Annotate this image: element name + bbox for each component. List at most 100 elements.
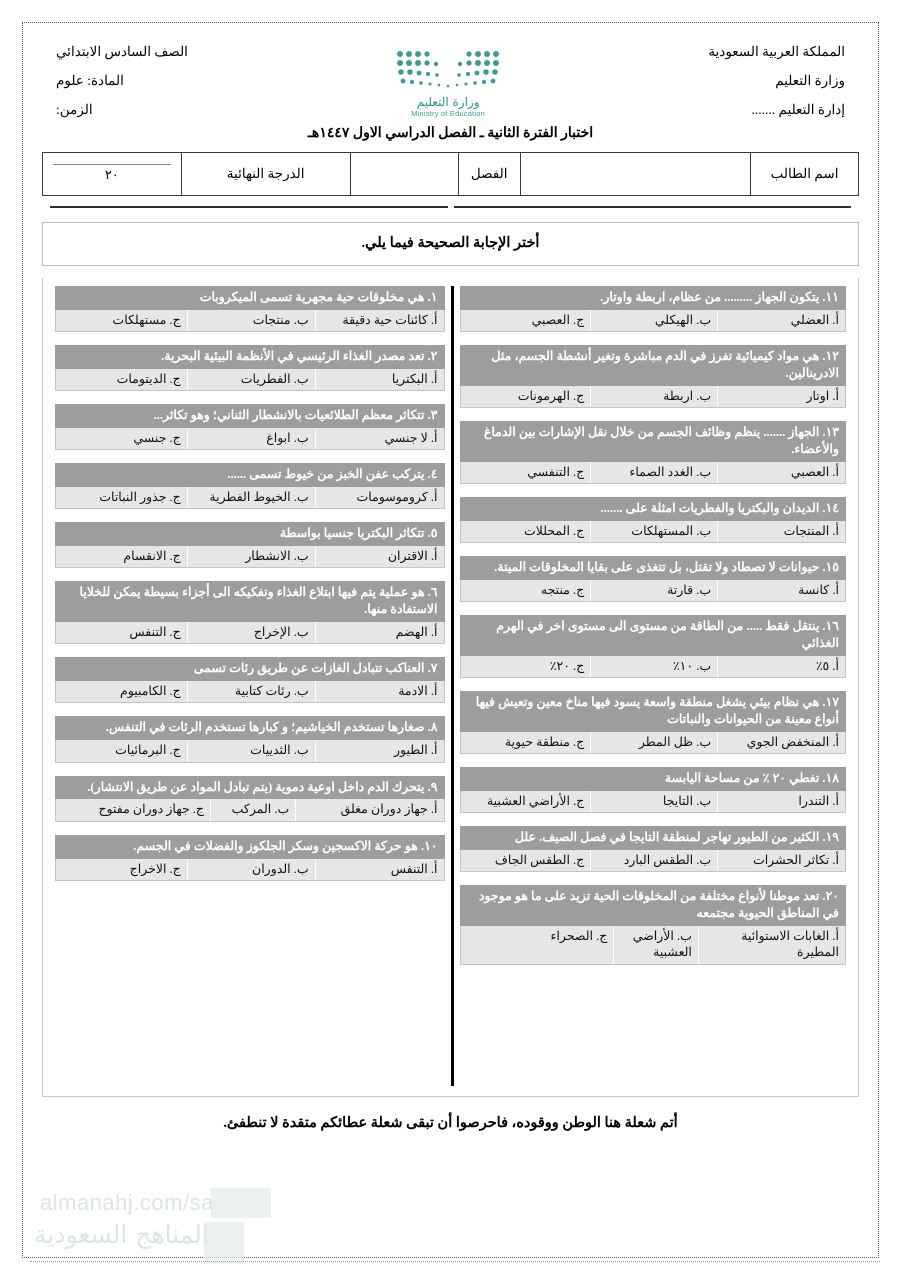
option-c[interactable]: ج. الأراضي العشبية: [460, 790, 592, 813]
option-b[interactable]: ب. رئات كتابية: [187, 681, 316, 703]
option-a[interactable]: أ. اوتار: [718, 385, 845, 407]
option-row: أ. اوتار ب. اربطة ج. الهرمونات: [459, 385, 846, 408]
option-b[interactable]: ب. التايجا: [591, 790, 719, 813]
option-a[interactable]: أ. تكاثر الحشرات: [718, 850, 845, 872]
option-a[interactable]: أ. التنفس: [315, 858, 444, 880]
ministry-of-education-logo: وزارة التعليم Ministry of Education: [383, 44, 513, 118]
question-stem: ٧. العناكب تتبادل الغازات عن طريق رئات ت…: [55, 657, 445, 682]
question-stem: ٢٠. تعد موطنا لأنواع مختلفة من المخلوقات…: [459, 885, 846, 926]
watermark-dash-line: [30, 1261, 880, 1262]
option-a[interactable]: أ. لا جنسي: [315, 427, 444, 449]
option-a[interactable]: أ. الطيور: [315, 740, 444, 762]
option-b[interactable]: ب. الدوران: [187, 858, 316, 880]
option-a[interactable]: أ. ٥٪: [718, 655, 845, 677]
option-c[interactable]: ج. العصبي: [460, 309, 592, 331]
option-a[interactable]: أ. كانسة: [718, 579, 845, 601]
question-stem: ٩. يتحرك الدم داخل اوعية دموية (يتم تباد…: [55, 775, 445, 800]
question-block: ٩. يتحرك الدم داخل اوعية دموية (يتم تباد…: [55, 775, 445, 822]
option-a[interactable]: أ. كائنات حية دقيقة: [315, 309, 444, 331]
option-a[interactable]: أ. العضلي: [718, 309, 845, 331]
student-name-field[interactable]: [519, 151, 752, 196]
option-c[interactable]: ج. منتجه: [460, 579, 592, 601]
question-stem: ٣. تتكاثر معظم الطلائعيات بالانشطار الثن…: [55, 403, 445, 428]
final-grade-cell: ٢٠: [42, 151, 182, 196]
class-label: الفصل: [457, 151, 521, 196]
question-stem: ١. هي مخلوقات حية مجهرية تسمى الميكروبات: [55, 285, 445, 310]
option-c[interactable]: ج. الطقس الجاف: [460, 850, 592, 872]
question-stem: ٢. تعد مصدر الغذاء الرئيسي في الأنظمة ال…: [55, 344, 445, 369]
option-c[interactable]: ج. جنسي: [56, 427, 188, 449]
option-c[interactable]: ج. الديتومات: [56, 368, 188, 390]
option-b[interactable]: ب. منتجات: [187, 309, 316, 331]
final-grade-value: ٢٠: [53, 164, 171, 183]
option-b[interactable]: ب. الخيوط الفطرية: [187, 486, 316, 509]
option-a[interactable]: أ. الهضم: [315, 622, 444, 644]
instruction-text: أختر الإجابة الصحيحة فيما يلي.: [361, 235, 540, 252]
option-b[interactable]: ب. ١٠٪: [591, 655, 719, 677]
question-stem: ١٧. هي نظام بيئي يشغل منطقة واسعة يسود ف…: [459, 691, 846, 732]
kingdom-line: المملكة العربية السعودية: [708, 44, 845, 59]
option-c[interactable]: ج. جهاز دوران مفتوح: [56, 799, 211, 821]
option-b[interactable]: ب. ظل المطر: [591, 731, 719, 753]
ministry-line: وزارة التعليم: [775, 72, 845, 88]
question-stem: ١١. يتكون الجهاز ......... من عظام، اربط…: [459, 285, 846, 310]
option-b[interactable]: ب. اربطة: [591, 385, 719, 407]
option-b[interactable]: ب. الطقس البارد: [591, 850, 719, 872]
option-c[interactable]: ج. التنفس: [56, 622, 188, 644]
option-c[interactable]: ج. الانقسام: [56, 546, 188, 568]
question-stem: ٤. يتركب عفن الخبز من خيوط تسمى ......: [55, 463, 445, 487]
option-a[interactable]: أ. المنتجات: [718, 520, 845, 542]
option-a[interactable]: أ. العصبي: [718, 461, 845, 483]
question-stem: ١٢. هي مواد كيميائية تفرز في الدم مباشرة…: [459, 344, 846, 386]
option-b[interactable]: ب. الانشطار: [187, 546, 316, 568]
option-b[interactable]: ب. المستهلكات: [591, 520, 719, 542]
option-a[interactable]: أ. الادمة: [315, 681, 444, 703]
option-b[interactable]: ب. ابواغ: [187, 427, 316, 449]
question-block: ١٩. الكثير من الطيور تهاجر لمنطقة التايج…: [459, 826, 846, 873]
question-stem: ٥. تتكاثر البكتريا جنسيا بواسطة: [55, 522, 445, 546]
rule-segment-left: [453, 205, 851, 208]
option-a[interactable]: أ. التندرا: [718, 790, 845, 813]
option-c[interactable]: ج. مستهلكات: [56, 309, 188, 331]
option-a[interactable]: أ. جهاز دوران مغلق: [296, 799, 444, 821]
question-stem: ١٥. حيوانات لا تصطاد ولا تقتل، بل تتغذى …: [459, 555, 846, 580]
option-b[interactable]: ب. الأراضي العشبية: [614, 926, 699, 964]
option-b[interactable]: ب. الهيكلي: [591, 309, 719, 331]
option-c[interactable]: ج. التنفسي: [460, 461, 592, 483]
option-b[interactable]: ب. الفطريات: [187, 368, 316, 390]
closing-message: أتم شعلة هنا الوطن ووقوده، فاحرصوا أن تب…: [223, 1114, 678, 1131]
class-field[interactable]: [349, 151, 459, 196]
question-block: ١٣. الجهاز ....... ينظم وظائف الجسم من خ…: [459, 420, 846, 484]
option-row: أ. الطيور ب. الثدييات ج. البرمائيات: [55, 740, 445, 763]
option-a[interactable]: أ. كروموسومات: [315, 486, 444, 509]
table-row: اسم الطالب الفصل الدرجة النهائية ٢٠: [42, 151, 859, 196]
option-a[interactable]: أ. الاقتران: [315, 546, 444, 568]
education-admin-line: إدارة التعليم .......: [751, 101, 845, 117]
option-c[interactable]: ج. ٢٠٪: [460, 655, 592, 677]
option-row: أ. الاقتران ب. الانشطار ج. الانقسام: [55, 546, 445, 569]
option-c[interactable]: ج. الهرمونات: [460, 385, 592, 407]
option-b[interactable]: ب. الإخراج: [187, 622, 316, 644]
option-a[interactable]: أ. البكتريا: [315, 368, 444, 390]
option-c[interactable]: ج. جذور النباتات: [56, 486, 188, 509]
question-stem: ١٣. الجهاز ....... ينظم وظائف الجسم من خ…: [459, 420, 846, 462]
question-stem: ٨. صغارها تستخدم الخياشيم؛ و كبارها تستخ…: [55, 716, 445, 741]
question-stem: ١٦. ينتقل فقط ..... من الطاقة من مستوى ا…: [459, 615, 846, 656]
option-b[interactable]: ب. قارتة: [591, 579, 719, 601]
option-c[interactable]: ج. المحللات: [460, 520, 592, 542]
question-block: ١١. يتكون الجهاز ......... من عظام، اربط…: [459, 285, 846, 332]
option-c[interactable]: ج. منطقة حيوية: [460, 731, 592, 753]
option-b[interactable]: ب. المركب: [211, 799, 297, 821]
moe-logo-arabic-text: وزارة التعليم: [416, 95, 480, 109]
option-a[interactable]: أ. الغابات الاستوائية المطيرة: [698, 926, 845, 964]
option-b[interactable]: ب. الثدييات: [187, 740, 316, 762]
option-c[interactable]: ج. البرمائيات: [56, 740, 188, 762]
option-b[interactable]: ب. الغدد الصماء: [591, 461, 719, 483]
option-row: أ. الغابات الاستوائية المطيرة ب. الأراضي …: [459, 926, 846, 965]
option-a[interactable]: أ. المنخفض الجوي: [718, 731, 845, 753]
time-line: الزمن:: [56, 101, 93, 117]
option-row: أ. كروموسومات ب. الخيوط الفطرية ج. جذور ال…: [55, 486, 445, 510]
option-c[interactable]: ج. الصحراء: [460, 926, 615, 964]
option-c[interactable]: ج. الكامبيوم: [56, 681, 188, 703]
option-c[interactable]: ج. الاخراج: [56, 858, 188, 880]
